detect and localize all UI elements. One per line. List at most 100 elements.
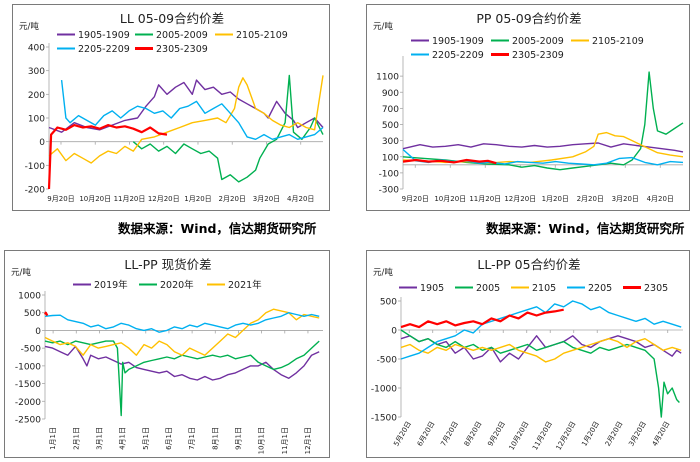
x-tick-label: 8月20日 — [463, 420, 484, 448]
y-tick-label: 500 — [382, 121, 399, 131]
x-tick-label: 11月1日 — [281, 427, 289, 454]
x-tick-label: 5月20日 — [392, 420, 413, 448]
y-axis-unit-label: 元/吨 — [373, 267, 393, 278]
y-tick-label: 700 — [382, 105, 399, 115]
series-line-2 — [400, 337, 682, 363]
legend-label-1: 2005-2009 — [512, 36, 564, 47]
y-tick-label: -1000 — [15, 362, 41, 372]
y-tick-label: -1500 — [371, 414, 397, 424]
legend-label-4: 2305 — [644, 283, 668, 294]
legend-label-1: 2020年 — [160, 279, 194, 291]
source-note-1: 数据来源：Wind，信达期货研究所 — [118, 221, 317, 236]
legend-label-4: 2305-2309 — [512, 50, 564, 61]
series-line-1 — [44, 340, 320, 417]
x-tick-label: 4月20日 — [647, 195, 674, 203]
x-tick-label: 11月20日 — [114, 195, 146, 203]
legend-label-2: 2105-2109 — [592, 36, 644, 47]
y-tick-label: -300 — [379, 186, 400, 196]
x-tick-label: 2月1日 — [72, 427, 80, 450]
source-note-2: 数据来源：Wind，信达期货研究所 — [486, 221, 685, 236]
x-tick-label: 4月20日 — [651, 420, 672, 448]
legend-label-0: 1905-1909 — [432, 36, 484, 47]
series-line-2 — [48, 75, 324, 164]
x-tick-label: 9月20日 — [402, 195, 429, 203]
chart-panel-ll-0509: LL 05-09合约价差 元/吨 -200 -100 0 100 200 300 400 9月20… — [12, 4, 330, 211]
x-tick-label: 2月20日 — [577, 195, 604, 203]
series-line-4 — [43, 311, 49, 317]
y-tick-label: 200 — [28, 91, 45, 101]
x-tick-label: 3月20日 — [253, 195, 280, 203]
y-tick-label: -100 — [25, 162, 46, 172]
x-tick-label: 10月20日 — [508, 420, 531, 452]
x-tick-label: 3月1日 — [95, 427, 103, 450]
x-tick-label: 3月20日 — [627, 420, 648, 448]
x-tick-label: 2月20日 — [219, 195, 246, 203]
series-line-3 — [60, 80, 324, 141]
x-tick-label: 11月20日 — [469, 195, 501, 203]
y-tick-label: -1000 — [371, 385, 397, 395]
x-tick-label: 9月20日 — [47, 195, 74, 203]
x-tick-label: 9月1日 — [234, 427, 242, 450]
series-line-4 — [47, 123, 168, 190]
y-tick-label: 500 — [24, 309, 41, 319]
y-tick-label: 0 — [35, 327, 41, 337]
x-tick-label: 8月1日 — [211, 427, 219, 450]
x-tick-label: 11月20日 — [531, 420, 554, 452]
series-line-3 — [400, 300, 682, 360]
chart-panel-llpp-spot: LL-PP 现货价差 元/吨 -2500 -2000 -1500 -1000 -500 0 50… — [4, 250, 330, 458]
y-tick-label: 1100 — [376, 73, 399, 83]
y-tick-label: -200 — [25, 186, 46, 196]
x-tick-label: 3月20日 — [612, 195, 639, 203]
legend-label-0: 1905 — [420, 283, 444, 294]
x-tick-label: 1月20日 — [542, 195, 569, 203]
legend-label-3: 2205 — [588, 283, 612, 294]
y-tick-label: -2500 — [15, 416, 41, 426]
x-tick-label: 4月1日 — [119, 427, 127, 450]
series-line-1 — [132, 74, 324, 183]
chart-title: PP 05-09合约价差 — [476, 11, 581, 26]
series-line-3 — [44, 312, 320, 333]
x-tick-label: 12月20日 — [555, 420, 578, 452]
legend-label-2: 2105-2109 — [236, 30, 288, 41]
x-tick-label: 7月1日 — [188, 427, 196, 450]
x-tick-label: 1月20日 — [580, 420, 601, 448]
x-tick-label: 12月1日 — [304, 427, 312, 454]
x-tick-label: 6月20日 — [416, 420, 437, 448]
series-line-4 — [400, 308, 564, 329]
y-tick-label: 300 — [28, 67, 45, 77]
x-tick-label: 5月1日 — [142, 427, 150, 450]
series-line-0 — [48, 79, 324, 133]
x-tick-label: 10月1日 — [258, 427, 266, 454]
x-tick-label: 6月1日 — [165, 427, 173, 450]
series-line-4 — [402, 158, 497, 165]
y-tick-label: 100 — [28, 115, 45, 125]
y-tick-label: -500 — [377, 356, 398, 366]
y-axis-unit-label: 元/吨 — [19, 21, 39, 32]
chart-title: LL-PP 05合约价差 — [477, 257, 580, 272]
y-tick-label: 900 — [382, 89, 399, 99]
legend-label-3: 2205-2209 — [432, 50, 484, 61]
y-tick-label: 400 — [28, 44, 45, 54]
y-tick-label: -500 — [21, 345, 42, 355]
y-tick-label: 100 — [382, 153, 399, 163]
y-tick-label: -2000 — [15, 398, 41, 408]
legend-label-1: 2005-2009 — [156, 30, 208, 41]
x-tick-label: 1月1日 — [49, 427, 57, 450]
x-tick-label: 2月20日 — [604, 420, 625, 448]
legend-label-4: 2305-2309 — [156, 44, 208, 55]
legend-label-1: 2005 — [476, 283, 500, 294]
legend-label-2: 2021年 — [228, 279, 262, 291]
x-tick-label: 10月20日 — [79, 195, 111, 203]
legend-label-0: 2019年 — [94, 279, 128, 291]
chart-panel-llpp-05: LL-PP 05合约价差 元/吨 -1500 -1000 -500 0 500 5月20日 6月… — [366, 250, 690, 458]
legend-label-3: 2205-2209 — [78, 44, 130, 55]
series-line-1 — [400, 329, 680, 418]
y-axis-unit-label: 元/吨 — [373, 21, 393, 32]
y-tick-label: 300 — [382, 137, 399, 147]
y-tick-label: -100 — [379, 169, 400, 179]
chart-title: LL 05-09合约价差 — [120, 11, 224, 26]
